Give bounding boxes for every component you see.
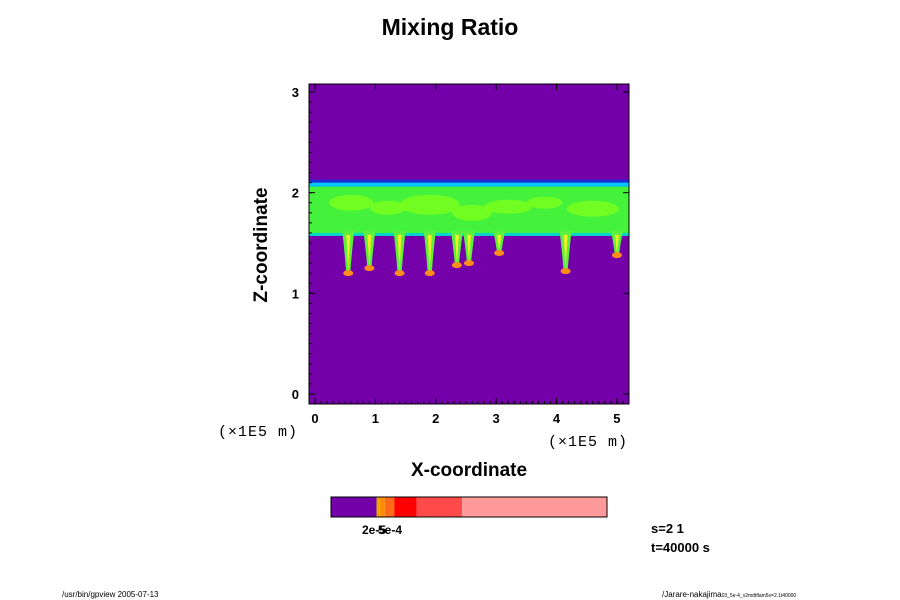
- colorbar-label: 5e-4: [378, 523, 403, 537]
- plume-tip: [451, 262, 462, 269]
- x-tick-label: 3: [493, 411, 500, 426]
- cloud-top-fringe: [309, 182, 629, 187]
- cloud-texture: [452, 204, 493, 221]
- x-tick-label: 1: [372, 411, 379, 426]
- plot-frame: [308, 83, 630, 405]
- plume-tip: [343, 270, 354, 277]
- colorbar-segment: [394, 497, 417, 517]
- plume-core: [497, 234, 502, 252]
- footer-right: /Jarare-nakajima03_5e-4_v2mdtflam5s=2.1t…: [662, 590, 796, 599]
- x-axis-label: X-coordinate: [410, 460, 528, 481]
- colorbar-segment: [379, 497, 385, 517]
- y-tick-label: 3: [292, 85, 299, 100]
- y-tick-label: 1: [292, 286, 299, 301]
- plume-tip: [364, 265, 375, 272]
- colorbar-segment: [384, 497, 395, 517]
- plume-tip: [560, 268, 571, 275]
- cloud-texture: [484, 199, 533, 214]
- x-tick-label: 4: [553, 411, 561, 426]
- cloud-top-edge: [309, 179, 629, 183]
- colorbar-segment: [331, 497, 377, 517]
- t-info: t=40000 s: [651, 540, 710, 555]
- plume-tip: [394, 270, 405, 277]
- y-tick-label: 2: [292, 186, 299, 201]
- colorbar-segment: [416, 497, 463, 517]
- plume-core: [427, 234, 432, 272]
- footer-right-main: /Jarare-nakajima: [662, 590, 722, 599]
- x-tick-label: 0: [311, 411, 318, 426]
- y-axis-unit: (×1E5 m): [218, 424, 299, 441]
- y-tick-label: 0: [292, 387, 299, 402]
- plume-core: [367, 234, 372, 267]
- chart-title: Mixing Ratio: [381, 14, 519, 40]
- footer-left: /usr/bin/gpview 2005-07-13: [62, 590, 159, 599]
- colorbar-segment: [376, 497, 380, 517]
- plume-tip: [494, 250, 505, 257]
- colorbar-label: 2e-5: [362, 523, 387, 537]
- footer-right-small: 03_5e-4_v2mdtflam5s=2.1t40000: [721, 593, 797, 599]
- x-tick-label: 2: [432, 411, 439, 426]
- s-info: s=2 1: [651, 521, 684, 536]
- plume-core: [563, 234, 568, 270]
- plume-core: [454, 234, 459, 264]
- cloud-texture: [329, 194, 374, 211]
- cloud-texture: [369, 200, 406, 215]
- x-tick-label: 5: [613, 411, 620, 426]
- colorbar-segment: [462, 497, 607, 517]
- plume-tip: [611, 252, 622, 259]
- cloud-texture: [566, 200, 619, 217]
- plume-tip: [424, 270, 435, 277]
- plume-tip: [464, 260, 474, 267]
- colorbar-frame: [330, 496, 608, 518]
- x-axis-unit: (×1E5 m): [548, 434, 629, 451]
- cloud-texture: [399, 194, 460, 215]
- plume-core: [397, 234, 402, 272]
- cloud-texture: [526, 196, 563, 209]
- plume-core: [346, 234, 351, 272]
- plume-core: [467, 234, 471, 262]
- plume-core: [614, 234, 619, 254]
